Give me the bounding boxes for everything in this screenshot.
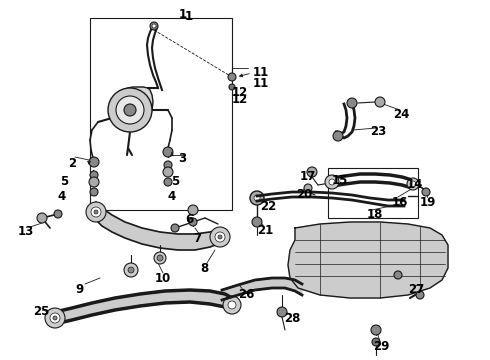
Circle shape	[150, 22, 158, 30]
Circle shape	[375, 97, 385, 107]
Text: 12: 12	[232, 93, 248, 106]
Circle shape	[163, 167, 173, 177]
Polygon shape	[288, 222, 448, 298]
Circle shape	[86, 202, 106, 222]
Circle shape	[108, 88, 152, 132]
Bar	[90, 18, 232, 210]
Text: 7: 7	[193, 232, 201, 245]
Circle shape	[407, 178, 419, 190]
Text: 6: 6	[185, 213, 193, 226]
Text: 4: 4	[167, 190, 175, 203]
Text: 13: 13	[18, 225, 34, 238]
Circle shape	[37, 213, 47, 223]
Circle shape	[128, 267, 134, 273]
Circle shape	[210, 227, 230, 247]
Circle shape	[329, 179, 335, 185]
Text: 25: 25	[33, 305, 49, 318]
Circle shape	[164, 178, 172, 186]
Circle shape	[228, 301, 236, 309]
Circle shape	[90, 171, 98, 179]
Circle shape	[215, 232, 225, 242]
Text: 28: 28	[284, 312, 300, 325]
Text: 3: 3	[178, 152, 186, 165]
Text: 14: 14	[407, 178, 423, 191]
Circle shape	[124, 263, 138, 277]
Text: 16: 16	[392, 196, 408, 209]
Circle shape	[229, 84, 235, 90]
Text: 9: 9	[75, 283, 83, 296]
Text: 23: 23	[370, 125, 386, 138]
Circle shape	[254, 195, 260, 201]
Circle shape	[124, 104, 136, 116]
Text: 10: 10	[155, 272, 171, 285]
Text: 22: 22	[260, 200, 276, 213]
Circle shape	[189, 218, 197, 226]
Circle shape	[188, 205, 198, 215]
Polygon shape	[96, 202, 218, 250]
Circle shape	[372, 338, 380, 346]
Polygon shape	[112, 87, 153, 130]
Text: 26: 26	[238, 288, 254, 301]
Text: 24: 24	[393, 108, 409, 121]
Text: 20: 20	[296, 188, 312, 201]
Circle shape	[325, 175, 339, 189]
Circle shape	[157, 255, 163, 261]
Circle shape	[333, 131, 343, 141]
Circle shape	[371, 325, 381, 335]
Circle shape	[94, 210, 98, 214]
Circle shape	[154, 252, 166, 264]
Text: 11: 11	[253, 67, 269, 80]
Circle shape	[50, 313, 60, 323]
Text: 19: 19	[420, 196, 437, 209]
Circle shape	[164, 161, 172, 169]
Circle shape	[45, 308, 65, 328]
Text: 1: 1	[179, 8, 187, 21]
Circle shape	[163, 147, 173, 157]
Text: 29: 29	[373, 340, 390, 353]
Circle shape	[91, 207, 101, 217]
Circle shape	[250, 191, 264, 205]
Text: 15: 15	[332, 174, 348, 187]
Text: 18: 18	[367, 208, 383, 221]
Text: 27: 27	[408, 283, 424, 296]
Circle shape	[277, 307, 287, 317]
Circle shape	[422, 188, 430, 196]
Text: 8: 8	[200, 262, 208, 275]
Text: 1: 1	[185, 10, 193, 23]
Text: 21: 21	[257, 224, 273, 237]
Text: 17: 17	[300, 170, 316, 183]
Circle shape	[90, 188, 98, 196]
Circle shape	[152, 24, 156, 28]
Circle shape	[416, 291, 424, 299]
Text: 2: 2	[68, 157, 76, 170]
Circle shape	[228, 73, 236, 81]
Circle shape	[171, 224, 179, 232]
Text: 11: 11	[253, 77, 269, 90]
Text: 5: 5	[60, 175, 68, 188]
Circle shape	[89, 157, 99, 167]
Circle shape	[347, 98, 357, 108]
Circle shape	[218, 235, 222, 239]
Polygon shape	[55, 290, 232, 324]
Circle shape	[223, 296, 241, 314]
Circle shape	[252, 217, 262, 227]
Circle shape	[54, 210, 62, 218]
Text: 5: 5	[171, 175, 179, 188]
Circle shape	[116, 96, 144, 124]
Circle shape	[394, 271, 402, 279]
Circle shape	[89, 177, 99, 187]
Circle shape	[304, 184, 312, 192]
Circle shape	[53, 316, 57, 320]
Bar	[328, 168, 418, 218]
Circle shape	[307, 167, 317, 177]
Text: 4: 4	[57, 190, 65, 203]
Text: 12: 12	[232, 86, 248, 99]
Circle shape	[410, 181, 416, 187]
Polygon shape	[222, 278, 302, 300]
